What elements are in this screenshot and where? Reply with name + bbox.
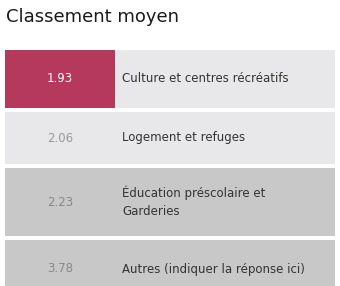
Text: Éducation préscolaire et
Garderies: Éducation préscolaire et Garderies [122,186,266,218]
Text: Logement et refuges: Logement et refuges [122,132,245,144]
Text: Autres (indiquer la réponse ici): Autres (indiquer la réponse ici) [122,263,305,275]
Text: Classement moyen: Classement moyen [6,8,179,26]
Bar [5,50,335,108]
Bar [5,240,115,286]
Bar [5,240,335,286]
Bar [5,112,115,164]
Text: 3.78: 3.78 [47,263,73,275]
Text: 2.06: 2.06 [47,132,73,144]
Bar [5,168,335,236]
Bar [5,168,115,236]
Bar [5,50,115,108]
Bar [5,112,335,164]
Text: Culture et centres récréatifs: Culture et centres récréatifs [122,72,289,86]
Text: 2.23: 2.23 [47,196,73,208]
Text: 1.93: 1.93 [47,72,73,86]
